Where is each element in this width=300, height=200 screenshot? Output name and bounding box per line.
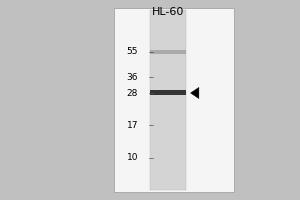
- Text: HL-60: HL-60: [152, 7, 184, 17]
- Bar: [150, 10, 186, 190]
- Polygon shape: [190, 87, 199, 99]
- Text: 28: 28: [127, 88, 138, 98]
- Text: 17: 17: [127, 120, 138, 130]
- Text: 55: 55: [127, 47, 138, 56]
- Bar: [114, 8, 234, 192]
- Text: 36: 36: [127, 72, 138, 82]
- Bar: [150, 90, 186, 95]
- Text: 10: 10: [127, 154, 138, 162]
- Bar: [150, 50, 186, 54]
